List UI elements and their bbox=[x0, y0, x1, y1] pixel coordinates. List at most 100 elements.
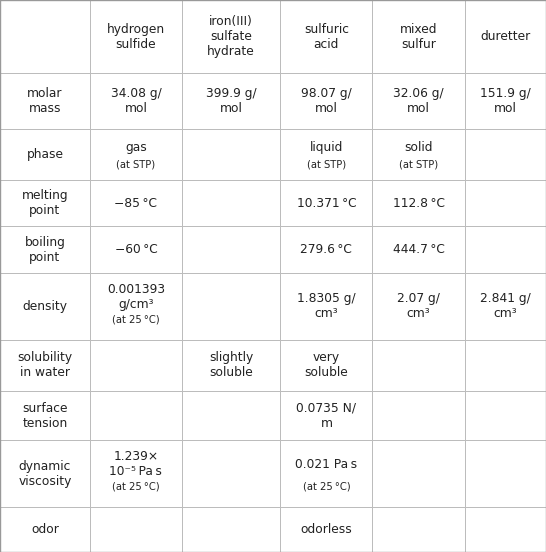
Text: 32.06 g/
mol: 32.06 g/ mol bbox=[393, 87, 444, 115]
Bar bbox=[0, 391, 90, 440]
Text: 0.001393
g/cm³: 0.001393 g/cm³ bbox=[107, 283, 165, 311]
Text: surface
tension: surface tension bbox=[22, 401, 68, 429]
Text: 34.08 g/
mol: 34.08 g/ mol bbox=[110, 87, 161, 115]
Bar bbox=[465, 340, 546, 391]
Text: mixed
sulfur: mixed sulfur bbox=[400, 23, 437, 51]
Bar bbox=[372, 273, 465, 340]
Bar bbox=[465, 507, 546, 552]
Text: density: density bbox=[22, 300, 67, 313]
Text: 0.021 Pa s: 0.021 Pa s bbox=[295, 458, 358, 471]
Bar bbox=[182, 273, 280, 340]
Text: 2.841 g/
cm³: 2.841 g/ cm³ bbox=[480, 293, 531, 320]
Text: (at 25 °C): (at 25 °C) bbox=[112, 482, 160, 492]
Bar bbox=[372, 129, 465, 180]
Bar bbox=[280, 273, 372, 340]
Text: dynamic
viscosity: dynamic viscosity bbox=[18, 460, 72, 488]
Bar bbox=[182, 129, 280, 180]
Bar bbox=[182, 507, 280, 552]
Bar bbox=[90, 226, 182, 273]
Text: solubility
in water: solubility in water bbox=[17, 351, 73, 379]
Bar bbox=[0, 273, 90, 340]
Bar bbox=[0, 340, 90, 391]
Bar bbox=[90, 0, 182, 73]
Text: 1.239×
10⁻⁵ Pa s: 1.239× 10⁻⁵ Pa s bbox=[109, 450, 162, 479]
Bar bbox=[372, 391, 465, 440]
Bar bbox=[182, 226, 280, 273]
Text: 10.371 °C: 10.371 °C bbox=[296, 197, 356, 210]
Bar bbox=[465, 180, 546, 226]
Bar bbox=[280, 440, 372, 507]
Bar bbox=[280, 180, 372, 226]
Text: 98.07 g/
mol: 98.07 g/ mol bbox=[301, 87, 352, 115]
Bar bbox=[465, 273, 546, 340]
Text: −60 °C: −60 °C bbox=[115, 243, 157, 256]
Bar bbox=[182, 73, 280, 129]
Bar bbox=[465, 226, 546, 273]
Text: (at STP): (at STP) bbox=[399, 160, 438, 169]
Bar bbox=[90, 440, 182, 507]
Text: odor: odor bbox=[31, 523, 59, 536]
Text: 444.7 °C: 444.7 °C bbox=[393, 243, 444, 256]
Text: very
soluble: very soluble bbox=[305, 351, 348, 379]
Bar bbox=[182, 0, 280, 73]
Bar bbox=[90, 340, 182, 391]
Text: 2.07 g/
cm³: 2.07 g/ cm³ bbox=[397, 293, 440, 320]
Text: phase: phase bbox=[26, 148, 63, 161]
Bar bbox=[0, 0, 90, 73]
Text: 1.8305 g/
cm³: 1.8305 g/ cm³ bbox=[297, 293, 355, 320]
Bar bbox=[280, 73, 372, 129]
Text: 151.9 g/
mol: 151.9 g/ mol bbox=[480, 87, 531, 115]
Text: (at STP): (at STP) bbox=[307, 160, 346, 169]
Bar bbox=[90, 273, 182, 340]
Bar bbox=[372, 440, 465, 507]
Text: solid: solid bbox=[405, 141, 433, 154]
Text: 112.8 °C: 112.8 °C bbox=[393, 197, 444, 210]
Text: iron(III)
sulfate
hydrate: iron(III) sulfate hydrate bbox=[207, 15, 255, 58]
Text: (at 25 °C): (at 25 °C) bbox=[112, 315, 160, 325]
Text: molar
mass: molar mass bbox=[27, 87, 63, 115]
Bar bbox=[90, 507, 182, 552]
Text: (at STP): (at STP) bbox=[116, 160, 156, 169]
Bar bbox=[280, 0, 372, 73]
Bar bbox=[182, 440, 280, 507]
Bar bbox=[0, 226, 90, 273]
Bar bbox=[280, 226, 372, 273]
Bar bbox=[465, 129, 546, 180]
Bar bbox=[90, 391, 182, 440]
Bar bbox=[0, 129, 90, 180]
Text: (at 25 °C): (at 25 °C) bbox=[302, 482, 350, 492]
Text: sulfuric
acid: sulfuric acid bbox=[304, 23, 349, 51]
Text: −85 °C: −85 °C bbox=[115, 197, 157, 210]
Text: 0.0735 N/
m: 0.0735 N/ m bbox=[296, 401, 357, 429]
Bar bbox=[182, 340, 280, 391]
Bar bbox=[372, 180, 465, 226]
Text: hydrogen
sulfide: hydrogen sulfide bbox=[107, 23, 165, 51]
Bar bbox=[372, 340, 465, 391]
Bar bbox=[90, 180, 182, 226]
Bar bbox=[372, 0, 465, 73]
Bar bbox=[0, 73, 90, 129]
Bar bbox=[465, 391, 546, 440]
Bar bbox=[372, 73, 465, 129]
Bar bbox=[372, 226, 465, 273]
Bar bbox=[90, 73, 182, 129]
Text: boiling
point: boiling point bbox=[25, 236, 66, 264]
Bar bbox=[0, 440, 90, 507]
Bar bbox=[465, 0, 546, 73]
Bar bbox=[280, 391, 372, 440]
Bar bbox=[465, 73, 546, 129]
Text: odorless: odorless bbox=[300, 523, 352, 536]
Bar bbox=[182, 391, 280, 440]
Text: 279.6 °C: 279.6 °C bbox=[300, 243, 352, 256]
Text: 399.9 g/
mol: 399.9 g/ mol bbox=[206, 87, 257, 115]
Text: melting
point: melting point bbox=[22, 189, 68, 217]
Bar bbox=[280, 507, 372, 552]
Bar bbox=[0, 507, 90, 552]
Bar bbox=[372, 507, 465, 552]
Bar bbox=[465, 440, 546, 507]
Text: duretter: duretter bbox=[480, 30, 531, 43]
Bar bbox=[280, 129, 372, 180]
Bar bbox=[0, 180, 90, 226]
Text: liquid: liquid bbox=[310, 141, 343, 154]
Bar bbox=[90, 129, 182, 180]
